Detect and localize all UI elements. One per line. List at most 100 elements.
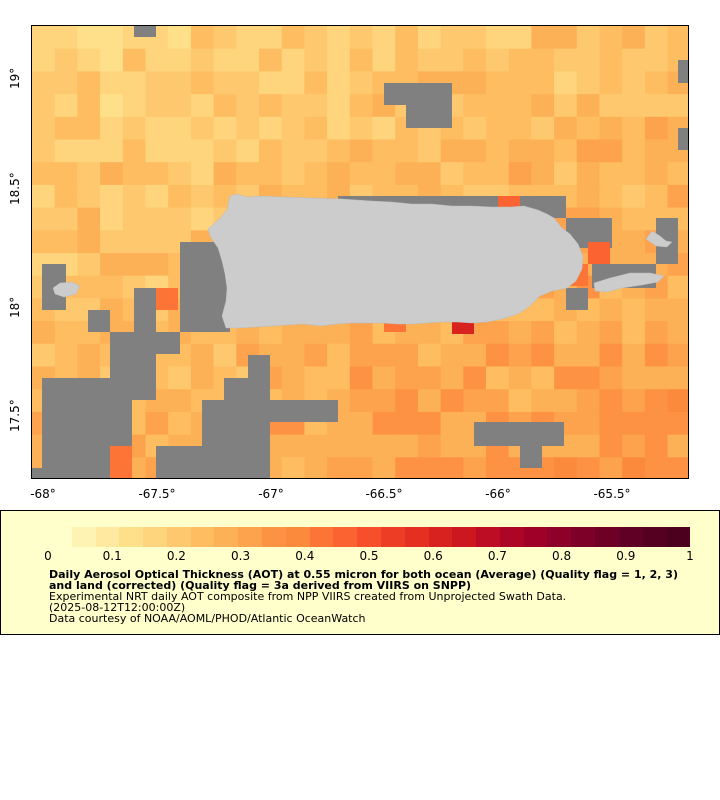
legend-title: Daily Aerosol Optical Thickness (AOT) at…: [49, 568, 678, 592]
aot-cell: [327, 434, 351, 458]
legend-text: Daily Aerosol Optical Thickness (AOT) at…: [49, 569, 689, 624]
aot-cell: [599, 366, 623, 390]
aot-cell: [349, 389, 373, 413]
aot-cell: [168, 184, 192, 209]
aot-cell: [395, 26, 419, 50]
aot-cell: [531, 94, 555, 118]
aot-cell: [32, 139, 56, 163]
aot-cell: [599, 411, 623, 436]
aot-cell: [213, 162, 237, 186]
aot-cell: [259, 139, 283, 163]
aot-cell: [417, 457, 442, 478]
aot-cell: [122, 207, 146, 231]
aot-cell: [508, 366, 532, 390]
aot-cell: [259, 26, 283, 50]
aot-cell: [145, 184, 169, 209]
aot-cell: [622, 343, 646, 367]
aot-cell: [327, 48, 351, 72]
legend-panel: 0 0.1 0.2 0.3 0.4 0.5 0.6 0.7 0.8 0.9 1 Daily Aero…: [0, 510, 720, 635]
colorbar-segment: [666, 527, 691, 547]
aot-cell: [576, 411, 600, 436]
aot-cell: [531, 321, 555, 345]
aot-cell: [54, 139, 78, 163]
aot-cell: [281, 366, 305, 390]
aot-cell: [281, 48, 305, 72]
aot-map[interactable]: [31, 25, 689, 479]
aot-cell: [32, 71, 56, 95]
aot-cell: [100, 253, 124, 277]
aot-cell: [122, 71, 146, 95]
aot-cell: [327, 321, 351, 345]
aot-cell: [259, 116, 283, 140]
aot-cell: [190, 343, 215, 367]
aot-cell: [576, 48, 600, 72]
aot-cell: [486, 139, 510, 163]
aot-cell: [395, 411, 419, 436]
aot-cell: [77, 71, 101, 95]
aot-cell: [304, 162, 328, 186]
aot-cell: [554, 116, 578, 140]
aot-cell: [259, 71, 283, 95]
culebra-island: [645, 230, 673, 248]
aot-cell: [599, 162, 623, 186]
aot-cell: [304, 94, 328, 118]
aot-cell: [100, 275, 124, 299]
aot-cell: [667, 26, 688, 50]
aot-cell: [531, 26, 555, 50]
latitude-tick-label: 18°: [8, 296, 22, 318]
aot-cell: [54, 26, 78, 50]
aot-cell: [486, 48, 510, 72]
aot-cell: [304, 434, 328, 458]
aot-cell: [77, 343, 101, 367]
aot-cell: [576, 94, 600, 118]
aot-cell: [54, 94, 78, 118]
aot-cell: [372, 389, 396, 413]
aot-cell: [145, 94, 169, 118]
aot-cell: [100, 207, 124, 231]
aot-cell: [145, 207, 169, 231]
colorbar-segment: [71, 527, 96, 547]
aot-cell: [622, 230, 646, 254]
aot-cell: [236, 162, 260, 186]
aot-cell: [463, 48, 487, 72]
longitude-tick-label: -67°: [258, 487, 284, 501]
aot-cell: [190, 139, 215, 163]
aot-cell: [667, 389, 688, 413]
aot-cell: [304, 71, 328, 95]
aot-cell: [531, 71, 555, 95]
aot-cell: [531, 116, 555, 140]
aot-cell: [54, 71, 78, 95]
aot-cell: [168, 116, 192, 140]
aot-cell: [122, 48, 146, 72]
aot-cell: [667, 184, 688, 209]
aot-cell: [508, 139, 532, 163]
aot-cell: [190, 184, 215, 209]
aot-cell: [281, 71, 305, 95]
aot-cell: [145, 139, 169, 163]
aot-cell: [54, 162, 78, 186]
aot-cell: [486, 389, 510, 413]
aot-cell: [100, 230, 124, 254]
aot-cell: [554, 139, 578, 163]
aot-cell: [622, 207, 646, 231]
aot-cell: [190, 94, 215, 118]
aot-cell: [100, 116, 124, 140]
aot-cell: [622, 321, 646, 345]
aot-cell: [100, 48, 124, 72]
aot-cell: [236, 139, 260, 163]
aot-cell: [576, 71, 600, 95]
aot-cell: [168, 26, 192, 50]
colorbar-tick-label: 1: [686, 549, 694, 563]
aot-cell: [395, 162, 419, 186]
aot-cell: [622, 389, 646, 413]
colorbar-segment: [214, 527, 239, 547]
aot-cell: [281, 434, 305, 458]
aot-cell: [599, 139, 623, 163]
aot-cell: [622, 116, 646, 140]
aot-cell: [145, 162, 169, 186]
legend-description: Experimental NRT daily AOT composite fro…: [49, 590, 567, 603]
aot-cell: [486, 343, 510, 367]
aot-cell: [304, 366, 328, 390]
aot-cell: [372, 139, 396, 163]
aot-cell: [508, 94, 532, 118]
